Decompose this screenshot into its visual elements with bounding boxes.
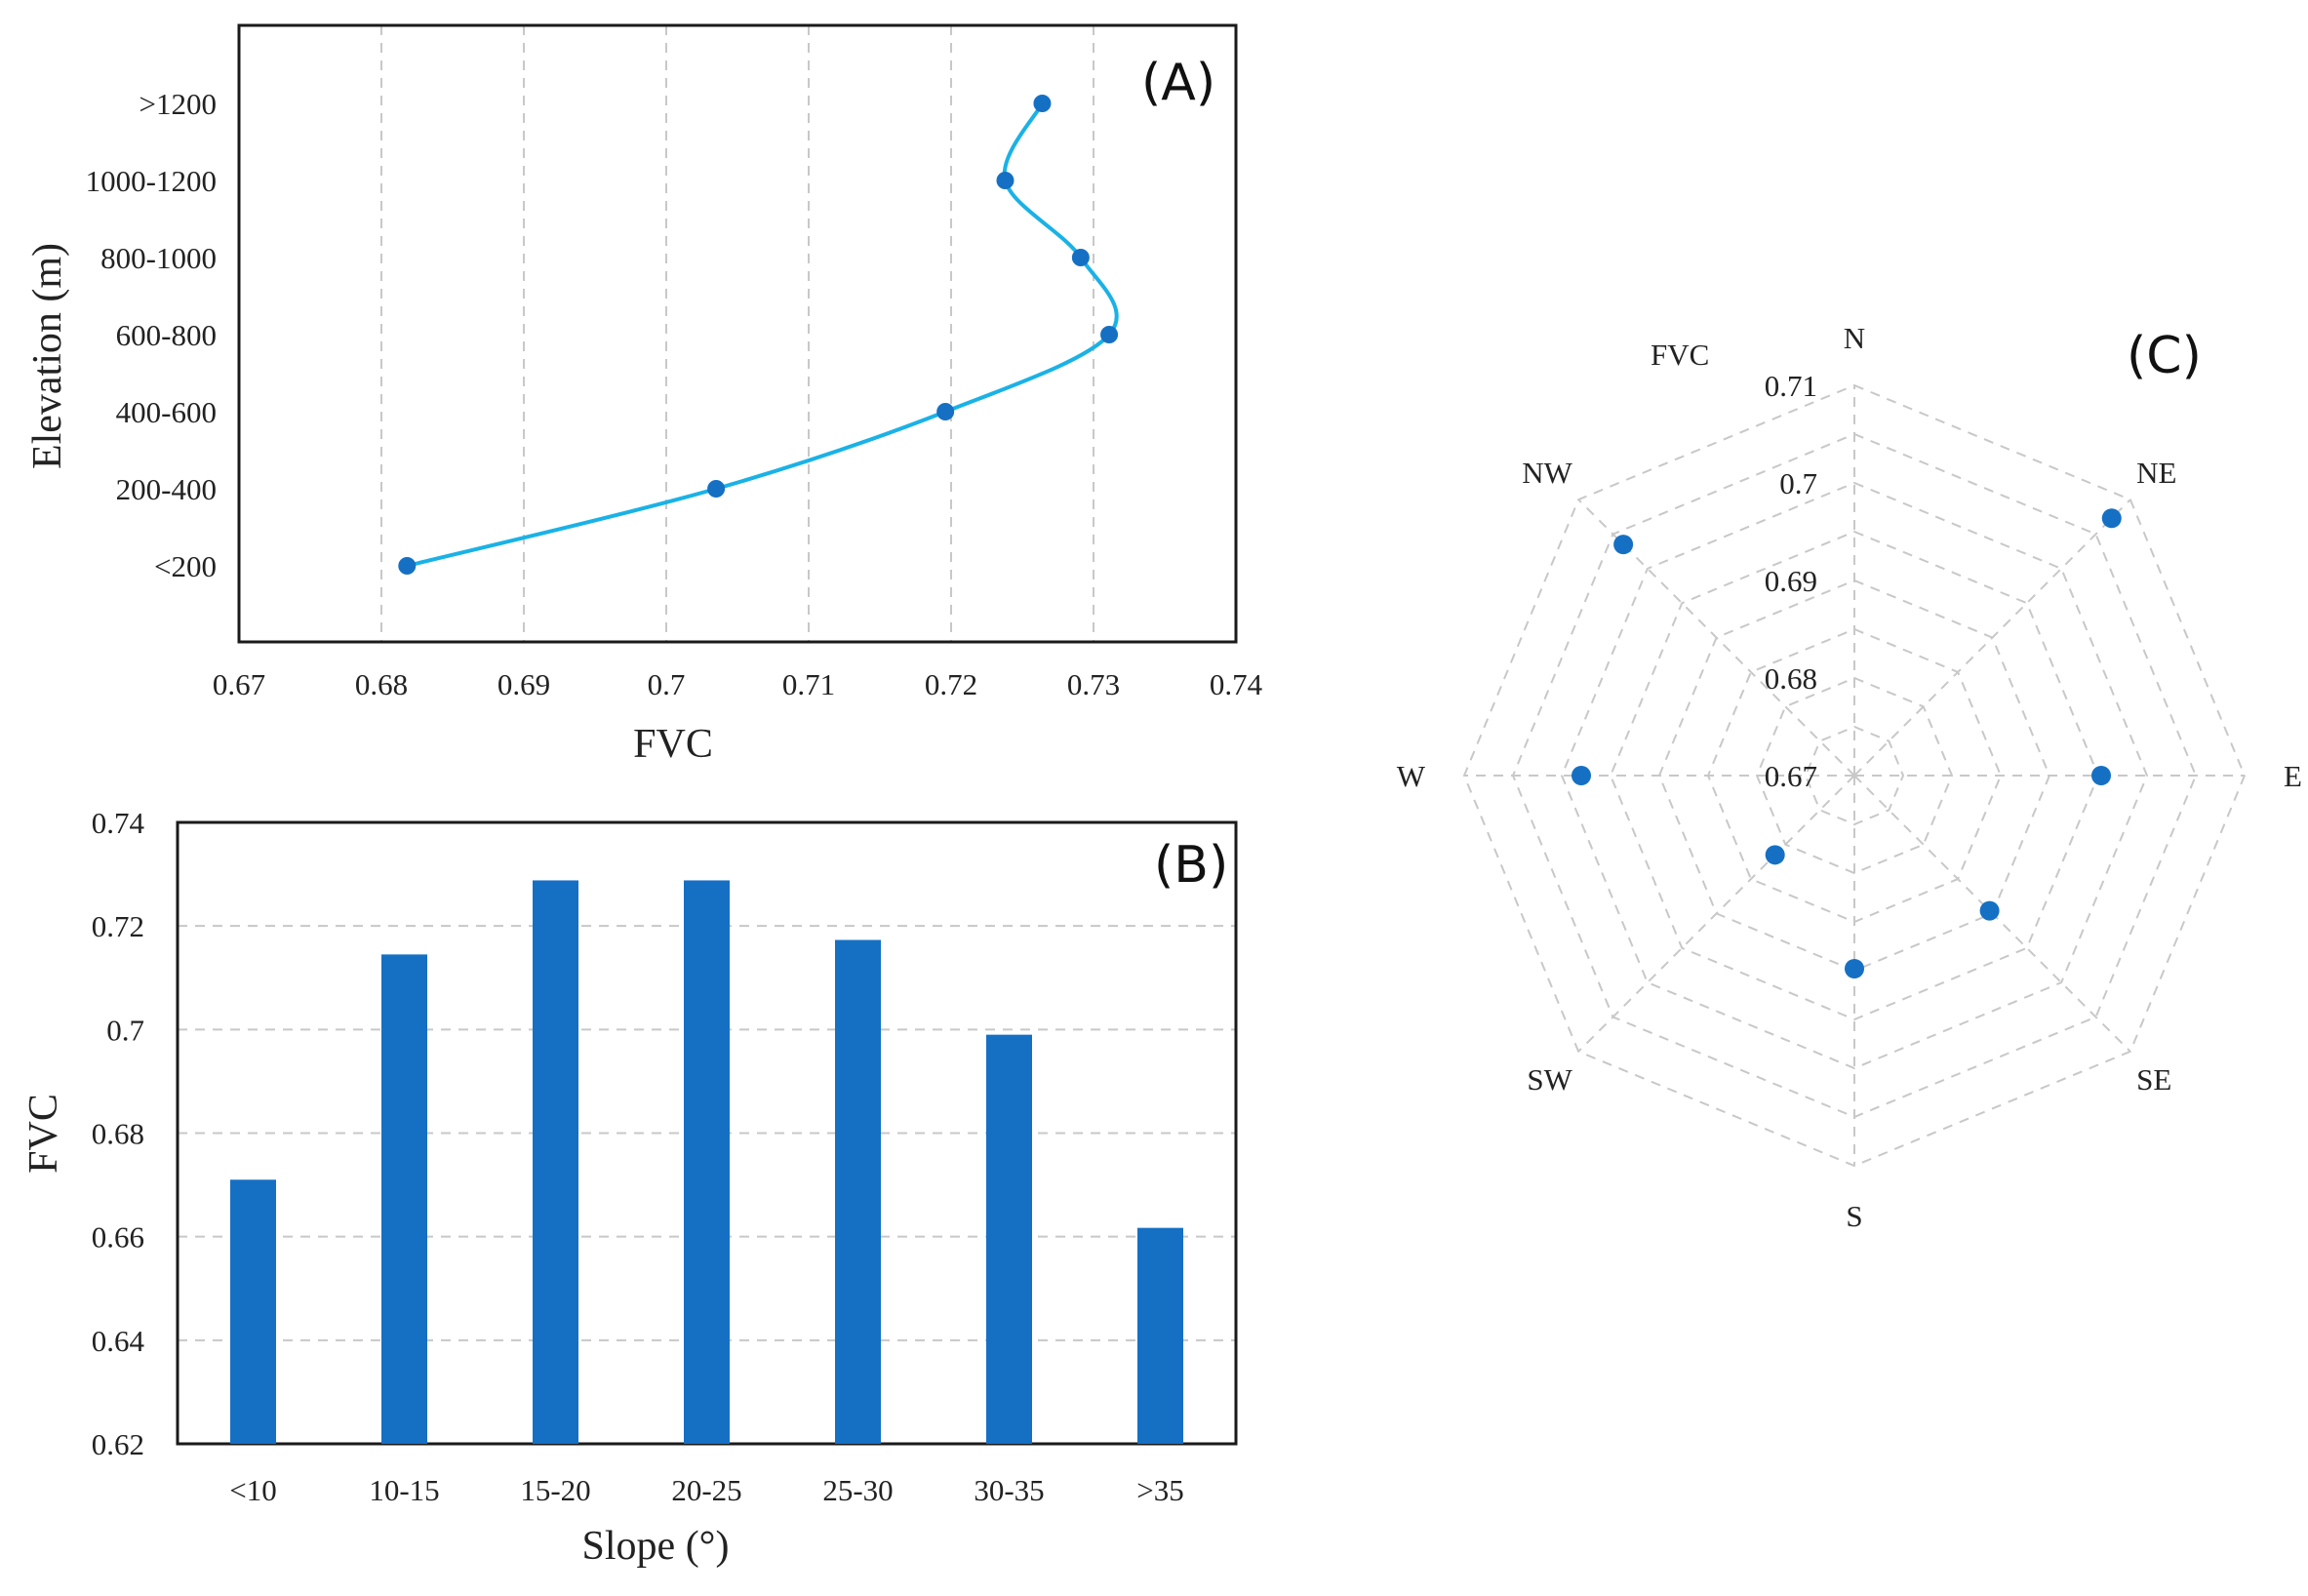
panel-a-x-tick-label: 0.68 bbox=[355, 667, 408, 701]
panel-a-data-point bbox=[1071, 249, 1090, 266]
panel-c-direction-label: S bbox=[1846, 1199, 1862, 1233]
panel-b-y-tick-label: 0.72 bbox=[92, 909, 144, 943]
panel-a-x-tick-label: 0.71 bbox=[782, 667, 835, 701]
panel-c-data-point bbox=[1845, 959, 1864, 978]
panel-c-label: (C) bbox=[2127, 327, 2202, 385]
panel-b-bar bbox=[230, 1179, 276, 1444]
panel-b-x-tick-label: 20-25 bbox=[671, 1473, 741, 1507]
panel-b-bars bbox=[230, 880, 1183, 1444]
panel-b-x-tick-label: 30-35 bbox=[974, 1473, 1044, 1507]
panel-b: <10 10-15 15-20 20-25 25-30 30-35 >35 0.62 0.64… bbox=[21, 806, 1238, 1569]
panel-a-data-point bbox=[1033, 95, 1052, 112]
panel-a-y-tick-labels: <200 200-400 400-600 600-800 800-1000 1000-12… bbox=[86, 87, 217, 583]
panel-b-bar bbox=[533, 880, 578, 1444]
panel-a-y-tick-label: <200 bbox=[154, 549, 217, 583]
panel-a-data-point bbox=[936, 403, 955, 420]
panel-b-bar bbox=[986, 1034, 1032, 1444]
panel-b-x-tick-label: >35 bbox=[1136, 1473, 1183, 1507]
panel-a-y-tick-label: 200-400 bbox=[116, 472, 217, 506]
panel-b-y-tick-label: 0.62 bbox=[92, 1427, 144, 1461]
panel-c-ring bbox=[1609, 530, 2100, 1021]
panel-c-direction-label: W bbox=[1397, 759, 1426, 793]
panel-c-radial-axis-title: FVC bbox=[1651, 338, 1709, 372]
panel-b-y-tick-label: 0.64 bbox=[92, 1324, 145, 1358]
panel-c-data-point bbox=[2091, 766, 2111, 785]
panel-a-x-tick-label: 0.72 bbox=[925, 667, 977, 701]
panel-b-x-axis-title: Slope (°) bbox=[582, 1524, 730, 1569]
panel-a-y-tick-label: 400-600 bbox=[116, 395, 217, 429]
panel-c-direction-label: N bbox=[1844, 321, 1865, 355]
panel-a-x-tick-label: 0.67 bbox=[213, 667, 265, 701]
panel-b-x-tick-labels: <10 10-15 15-20 20-25 25-30 30-35 >35 bbox=[229, 1473, 1183, 1507]
panel-b-x-tick-label: <10 bbox=[229, 1473, 276, 1507]
panel-c-radial-tick-label: 0.7 bbox=[1779, 466, 1817, 500]
panel-c-ring bbox=[1560, 481, 2149, 1070]
panel-c-direction-label: SE bbox=[2136, 1062, 2171, 1097]
panel-a-y-tick-label: >1200 bbox=[139, 87, 217, 121]
panel-c-data-point bbox=[2101, 508, 2122, 529]
panel-c-radial-tick-label: 0.71 bbox=[1765, 369, 1817, 403]
panel-b-bar bbox=[835, 939, 881, 1444]
panel-c-data-point bbox=[1765, 845, 1785, 865]
panel-a-data-point bbox=[1100, 326, 1119, 343]
panel-a-y-tick-label: 1000-1200 bbox=[86, 164, 217, 198]
panel-c-gridlines bbox=[1462, 383, 2247, 1168]
panel-a-points bbox=[398, 95, 1119, 575]
panel-b-x-tick-label: 10-15 bbox=[369, 1473, 439, 1507]
panel-b-y-tick-label: 0.7 bbox=[106, 1013, 144, 1047]
panel-c-radial-tick-label: 0.68 bbox=[1765, 661, 1817, 696]
panel-b-y-axis-title: FVC bbox=[21, 1094, 66, 1174]
panel-a-y-tick-label: 600-800 bbox=[116, 318, 217, 352]
panel-a: 0.67 0.68 0.69 0.7 0.71 0.72 0.73 0.74 <200 200-… bbox=[25, 23, 1263, 767]
panel-c-direction-label: E bbox=[2284, 759, 2302, 793]
panel-c-radial-tick-label: 0.67 bbox=[1765, 759, 1817, 793]
panel-b-bar bbox=[1137, 1227, 1183, 1444]
panel-c: 0.67 0.68 0.69 0.7 0.71 N NE E SE S SW W NW FVC (C) bbox=[1397, 321, 2302, 1233]
panel-a-x-axis-title: FVC bbox=[633, 722, 713, 767]
panel-a-y-axis-title: Elevation (m) bbox=[25, 243, 70, 469]
panel-c-ring bbox=[1804, 725, 1905, 826]
panel-a-x-tick-label: 0.69 bbox=[497, 667, 550, 701]
panel-c-radial-tick-labels: 0.67 0.68 0.69 0.7 0.71 bbox=[1765, 369, 1817, 793]
panel-a-y-tick-label: 800-1000 bbox=[100, 241, 217, 275]
panel-c-direction-label: NW bbox=[1522, 456, 1572, 490]
panel-a-x-tick-label: 0.74 bbox=[1210, 667, 1263, 701]
panel-b-label: (B) bbox=[1154, 836, 1228, 895]
panel-b-y-tick-labels: 0.62 0.64 0.66 0.68 0.7 0.72 0.74 bbox=[92, 806, 145, 1461]
panel-a-gridlines bbox=[380, 25, 1094, 642]
panel-c-radial-tick-label: 0.69 bbox=[1765, 564, 1817, 598]
panel-b-x-tick-label: 25-30 bbox=[822, 1473, 893, 1507]
panel-c-direction-labels: N NE E SE S SW W NW bbox=[1397, 321, 2302, 1233]
panel-b-bar bbox=[381, 954, 427, 1444]
panel-c-data-point bbox=[1613, 535, 1634, 555]
panel-b-y-tick-label: 0.66 bbox=[92, 1220, 144, 1255]
panel-c-spoke bbox=[1853, 499, 2131, 777]
panel-a-label: (A) bbox=[1141, 54, 1215, 112]
panel-b-bar bbox=[684, 880, 730, 1444]
panel-a-data-point bbox=[398, 557, 417, 575]
panel-a-x-tick-label: 0.7 bbox=[648, 667, 686, 701]
panel-a-plot-frame bbox=[237, 23, 1238, 644]
panel-c-direction-label: SW bbox=[1527, 1062, 1572, 1097]
panel-c-spoke bbox=[1577, 775, 1855, 1053]
panel-a-x-tick-labels: 0.67 0.68 0.69 0.7 0.71 0.72 0.73 0.74 bbox=[213, 667, 1263, 701]
panel-c-points bbox=[1572, 508, 2122, 978]
panel-a-series-line bbox=[406, 102, 1119, 568]
panel-c-data-point bbox=[1572, 766, 1591, 785]
panel-c-data-point bbox=[1979, 900, 2000, 921]
panel-b-y-tick-label: 0.68 bbox=[92, 1117, 144, 1151]
panel-a-data-point bbox=[707, 480, 726, 498]
panel-a-x-tick-label: 0.73 bbox=[1067, 667, 1120, 701]
panel-b-x-tick-label: 15-20 bbox=[520, 1473, 590, 1507]
panel-b-y-tick-label: 0.74 bbox=[92, 806, 145, 840]
panel-a-data-point bbox=[996, 172, 1015, 189]
panel-c-direction-label: NE bbox=[2136, 456, 2176, 490]
